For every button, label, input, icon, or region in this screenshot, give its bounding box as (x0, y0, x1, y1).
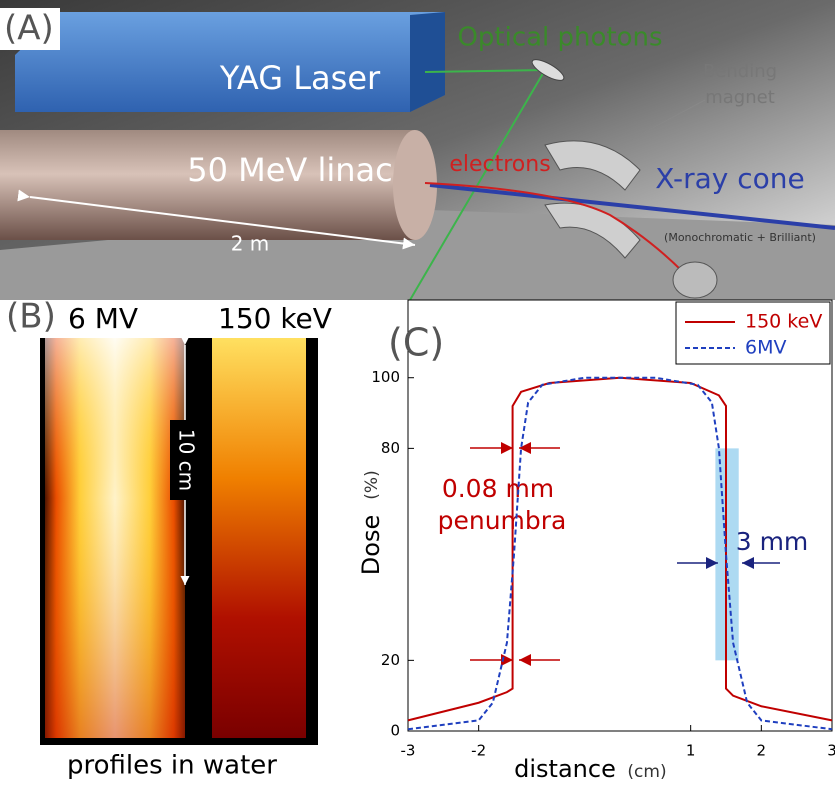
panel-b: (B) 6 MV 150 keV 10 cm profiles in water (6, 297, 332, 781)
electrons-label: electrons (449, 152, 550, 177)
column-title: 6 MV (68, 302, 138, 335)
column-title: 150 keV (218, 302, 332, 335)
x-tick-label: 3 (827, 742, 835, 760)
annotation: penumbra (438, 506, 567, 535)
annotation: 0.08 mm (442, 474, 554, 503)
caption: profiles in water (67, 751, 277, 781)
length-label: 2 m (231, 232, 270, 256)
panel-a: (A) YAG Laser Optical photons Bending ma… (0, 0, 835, 300)
x-tick-label: -3 (401, 742, 416, 760)
linac-label: 50 MeV linac (187, 151, 393, 189)
annotation: 3 mm (736, 527, 809, 556)
panel-c: (C) Dose (%) distance (cm) 0.08 mm penum… (357, 300, 835, 783)
x-axis-label: distance (514, 755, 616, 783)
laser-label: YAG Laser (219, 59, 381, 97)
x-tick-label: -2 (471, 742, 486, 760)
panel-label: (A) (4, 9, 54, 49)
legend-label: 150 keV (745, 311, 822, 333)
y-tick-label: 20 (381, 651, 400, 669)
y-tick-label: 80 (381, 439, 400, 457)
y-axis-label: Dose (357, 515, 385, 575)
legend-label: 6MV (745, 337, 786, 359)
y-tick-label: 100 (371, 368, 400, 386)
panel-label: (C) (388, 321, 444, 365)
dump (673, 262, 717, 298)
profile-6mv-shade (45, 338, 185, 738)
x-tick-label: 1 (686, 742, 696, 760)
scale-label: 10 cm (175, 429, 199, 491)
laser-side (410, 12, 445, 112)
y-axis-unit: (%) (362, 470, 382, 499)
magnet-label: magnet (705, 87, 775, 108)
panel-label: (B) (6, 297, 56, 337)
y-tick-label: 0 (390, 722, 400, 740)
magnet-label: Bending (703, 61, 777, 82)
xray-label: X-ray cone (655, 162, 805, 195)
x-axis-unit: (cm) (627, 762, 666, 782)
profile-150kev (212, 338, 306, 738)
photons-label: Optical photons (457, 23, 662, 53)
x-tick-label: 2 (757, 742, 767, 760)
figure: (A) YAG Laser Optical photons Bending ma… (0, 0, 835, 783)
xray-note: (Monochromatic + Brilliant) (664, 231, 816, 244)
